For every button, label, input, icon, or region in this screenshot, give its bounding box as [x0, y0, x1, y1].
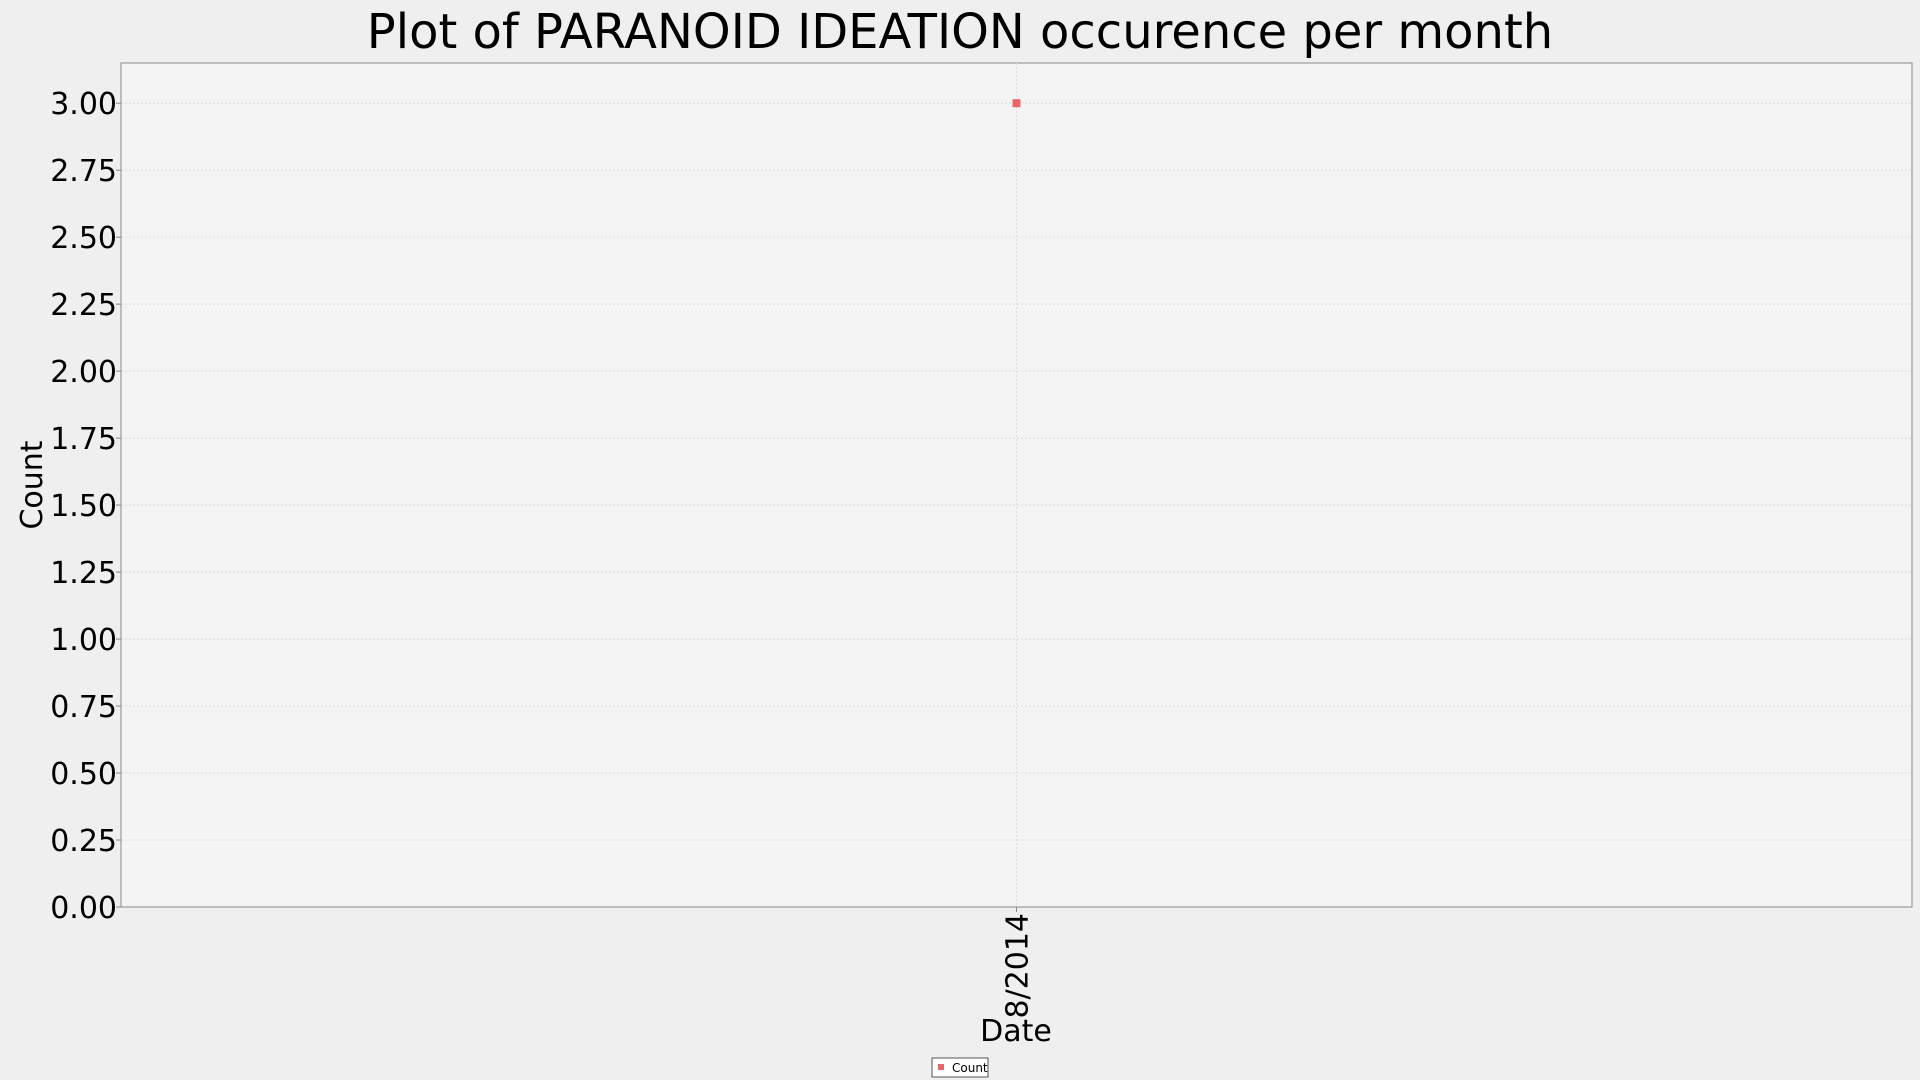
y-tick-label: 1.00 — [50, 623, 117, 658]
legend-box — [931, 1057, 989, 1078]
y-axis-ticks: 0.00 0.25 0.50 0.75 1.00 1.25 1.50 1.75 2.00 2.25… — [50, 87, 121, 926]
y-tick-label: 0.75 — [50, 690, 117, 725]
y-tick-label: 2.25 — [50, 288, 117, 323]
y-tick-label: 2.50 — [50, 221, 117, 256]
y-axis-label: Count — [15, 440, 50, 529]
y-tick-label: 1.75 — [50, 422, 117, 457]
x-tick-label: 8/2014 — [1001, 913, 1036, 1019]
chart-title: Plot of PARANOID IDEATION occurence per … — [367, 4, 1553, 60]
data-points — [1012, 99, 1021, 108]
y-tick-label: 1.50 — [50, 489, 117, 524]
data-point — [1012, 99, 1021, 108]
legend: Count — [931, 1057, 989, 1078]
y-tick-label: 1.25 — [50, 556, 117, 591]
x-axis-ticks: 8/2014 — [1001, 907, 1036, 1019]
x-axis-label: Date — [980, 1014, 1052, 1049]
y-tick-label: 3.00 — [50, 87, 117, 122]
y-tick-label: 0.50 — [50, 757, 117, 792]
y-tick-label: 0.00 — [50, 891, 117, 926]
legend-label: Count — [952, 1061, 988, 1075]
y-tick-label: 2.75 — [50, 154, 117, 189]
y-tick-label: 0.25 — [50, 824, 117, 859]
y-tick-label: 2.00 — [50, 355, 117, 390]
legend-marker — [938, 1064, 944, 1070]
